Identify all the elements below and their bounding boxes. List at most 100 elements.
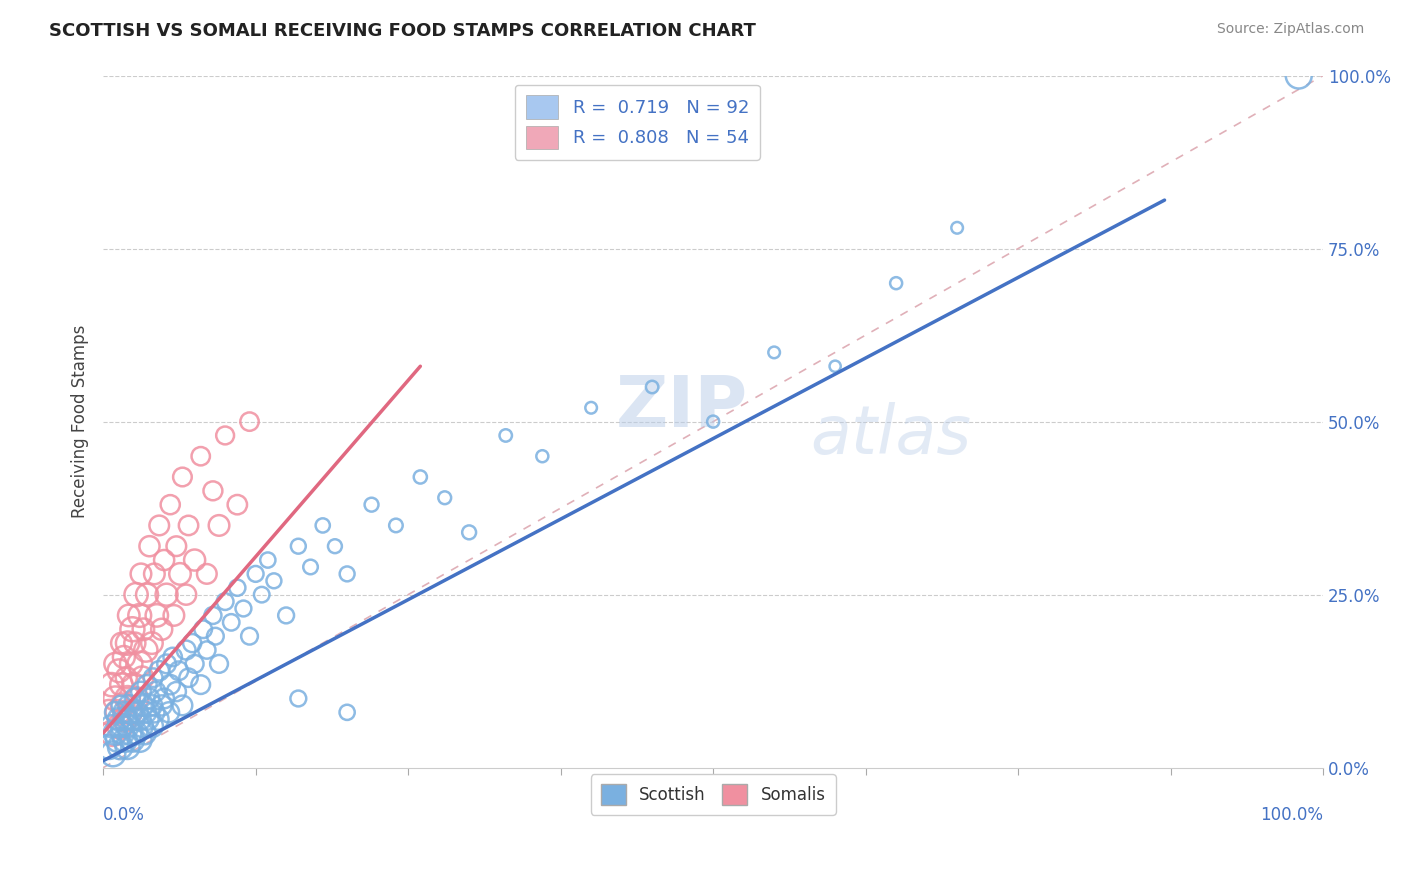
Point (162, 649, 184, 664)
Point (143, 566, 166, 581)
Point (232, 601, 254, 615)
Point (118, 726, 141, 740)
Point (155, 657, 177, 671)
Point (193, 622, 215, 636)
Text: atlas: atlas (811, 402, 972, 468)
Point (172, 698, 194, 713)
Point (201, 483, 224, 498)
Point (136, 588, 159, 602)
Point (150, 698, 173, 713)
Point (148, 518, 170, 533)
Point (159, 498, 181, 512)
Point (141, 698, 163, 713)
Point (110, 678, 132, 692)
Point (167, 664, 190, 678)
Point (148, 664, 170, 678)
Point (155, 588, 177, 602)
Point (134, 726, 156, 740)
Point (150, 622, 173, 636)
Point (118, 698, 141, 713)
Point (163, 608, 186, 623)
Point (114, 733, 136, 747)
Point (132, 698, 155, 713)
Text: SCOTTISH VS SOMALI RECEIVING FOOD STAMPS CORRELATION CHART: SCOTTISH VS SOMALI RECEIVING FOOD STAMPS… (49, 22, 756, 40)
Point (108, 664, 131, 678)
Point (238, 629, 260, 643)
Point (98, 706, 121, 720)
Text: 100.0%: 100.0% (1260, 805, 1323, 824)
Point (177, 518, 200, 533)
Point (128, 733, 150, 747)
Point (174, 588, 197, 602)
Point (100, 678, 122, 692)
Point (124, 636, 146, 650)
Point (312, 518, 335, 533)
Point (110, 636, 132, 650)
Point (226, 581, 249, 595)
Point (138, 691, 160, 706)
Point (128, 657, 150, 671)
Point (125, 588, 148, 602)
Point (169, 566, 191, 581)
Point (458, 525, 481, 540)
Point (122, 712, 145, 726)
Point (132, 622, 155, 636)
Point (145, 684, 167, 698)
Point (219, 615, 242, 630)
Point (323, 539, 346, 553)
Point (201, 608, 224, 623)
Point (141, 636, 163, 650)
Text: Source: ZipAtlas.com: Source: ZipAtlas.com (1216, 22, 1364, 37)
Point (104, 691, 127, 706)
Point (146, 712, 169, 726)
Point (641, 380, 664, 394)
Point (276, 608, 298, 623)
Point (165, 539, 187, 553)
Point (110, 698, 132, 713)
Point (136, 712, 159, 726)
Point (121, 733, 143, 747)
Point (107, 733, 129, 747)
Point (141, 719, 163, 733)
Text: 0.0%: 0.0% (103, 805, 145, 824)
Point (112, 706, 135, 720)
Point (104, 706, 127, 720)
Point (129, 566, 152, 581)
Point (108, 712, 131, 726)
Point (104, 726, 127, 740)
Point (101, 747, 124, 761)
Point (287, 539, 309, 553)
Point (114, 712, 136, 726)
Point (117, 739, 139, 754)
Point (135, 643, 157, 657)
Y-axis label: Receiving Food Stamps: Receiving Food Stamps (72, 325, 89, 518)
Point (117, 719, 139, 733)
Point (181, 636, 204, 650)
Point (299, 560, 322, 574)
Point (108, 739, 131, 754)
Text: ZIP: ZIP (616, 373, 748, 442)
Point (135, 706, 157, 720)
Point (245, 566, 267, 581)
Point (118, 706, 141, 720)
Point (165, 684, 187, 698)
Point (127, 706, 149, 720)
Point (190, 678, 212, 692)
Point (111, 726, 134, 740)
Legend: Scottish, Somalis: Scottish, Somalis (591, 774, 835, 814)
Point (385, 518, 408, 533)
Point (177, 671, 200, 685)
Point (120, 657, 142, 671)
Point (824, 359, 846, 374)
Point (531, 449, 554, 463)
Point (108, 719, 131, 733)
Point (157, 706, 180, 720)
Point (204, 629, 226, 643)
Point (131, 719, 153, 733)
Point (101, 726, 124, 740)
Point (143, 706, 166, 720)
Point (107, 706, 129, 720)
Point (138, 539, 160, 553)
Point (98, 739, 121, 754)
Point (112, 649, 135, 664)
